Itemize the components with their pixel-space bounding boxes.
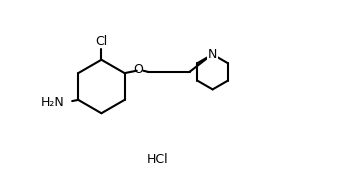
Text: HCl: HCl [146,153,168,166]
Text: Cl: Cl [95,35,107,48]
Text: H₂N: H₂N [41,96,65,109]
Text: O: O [133,63,143,76]
Text: N: N [208,48,217,61]
